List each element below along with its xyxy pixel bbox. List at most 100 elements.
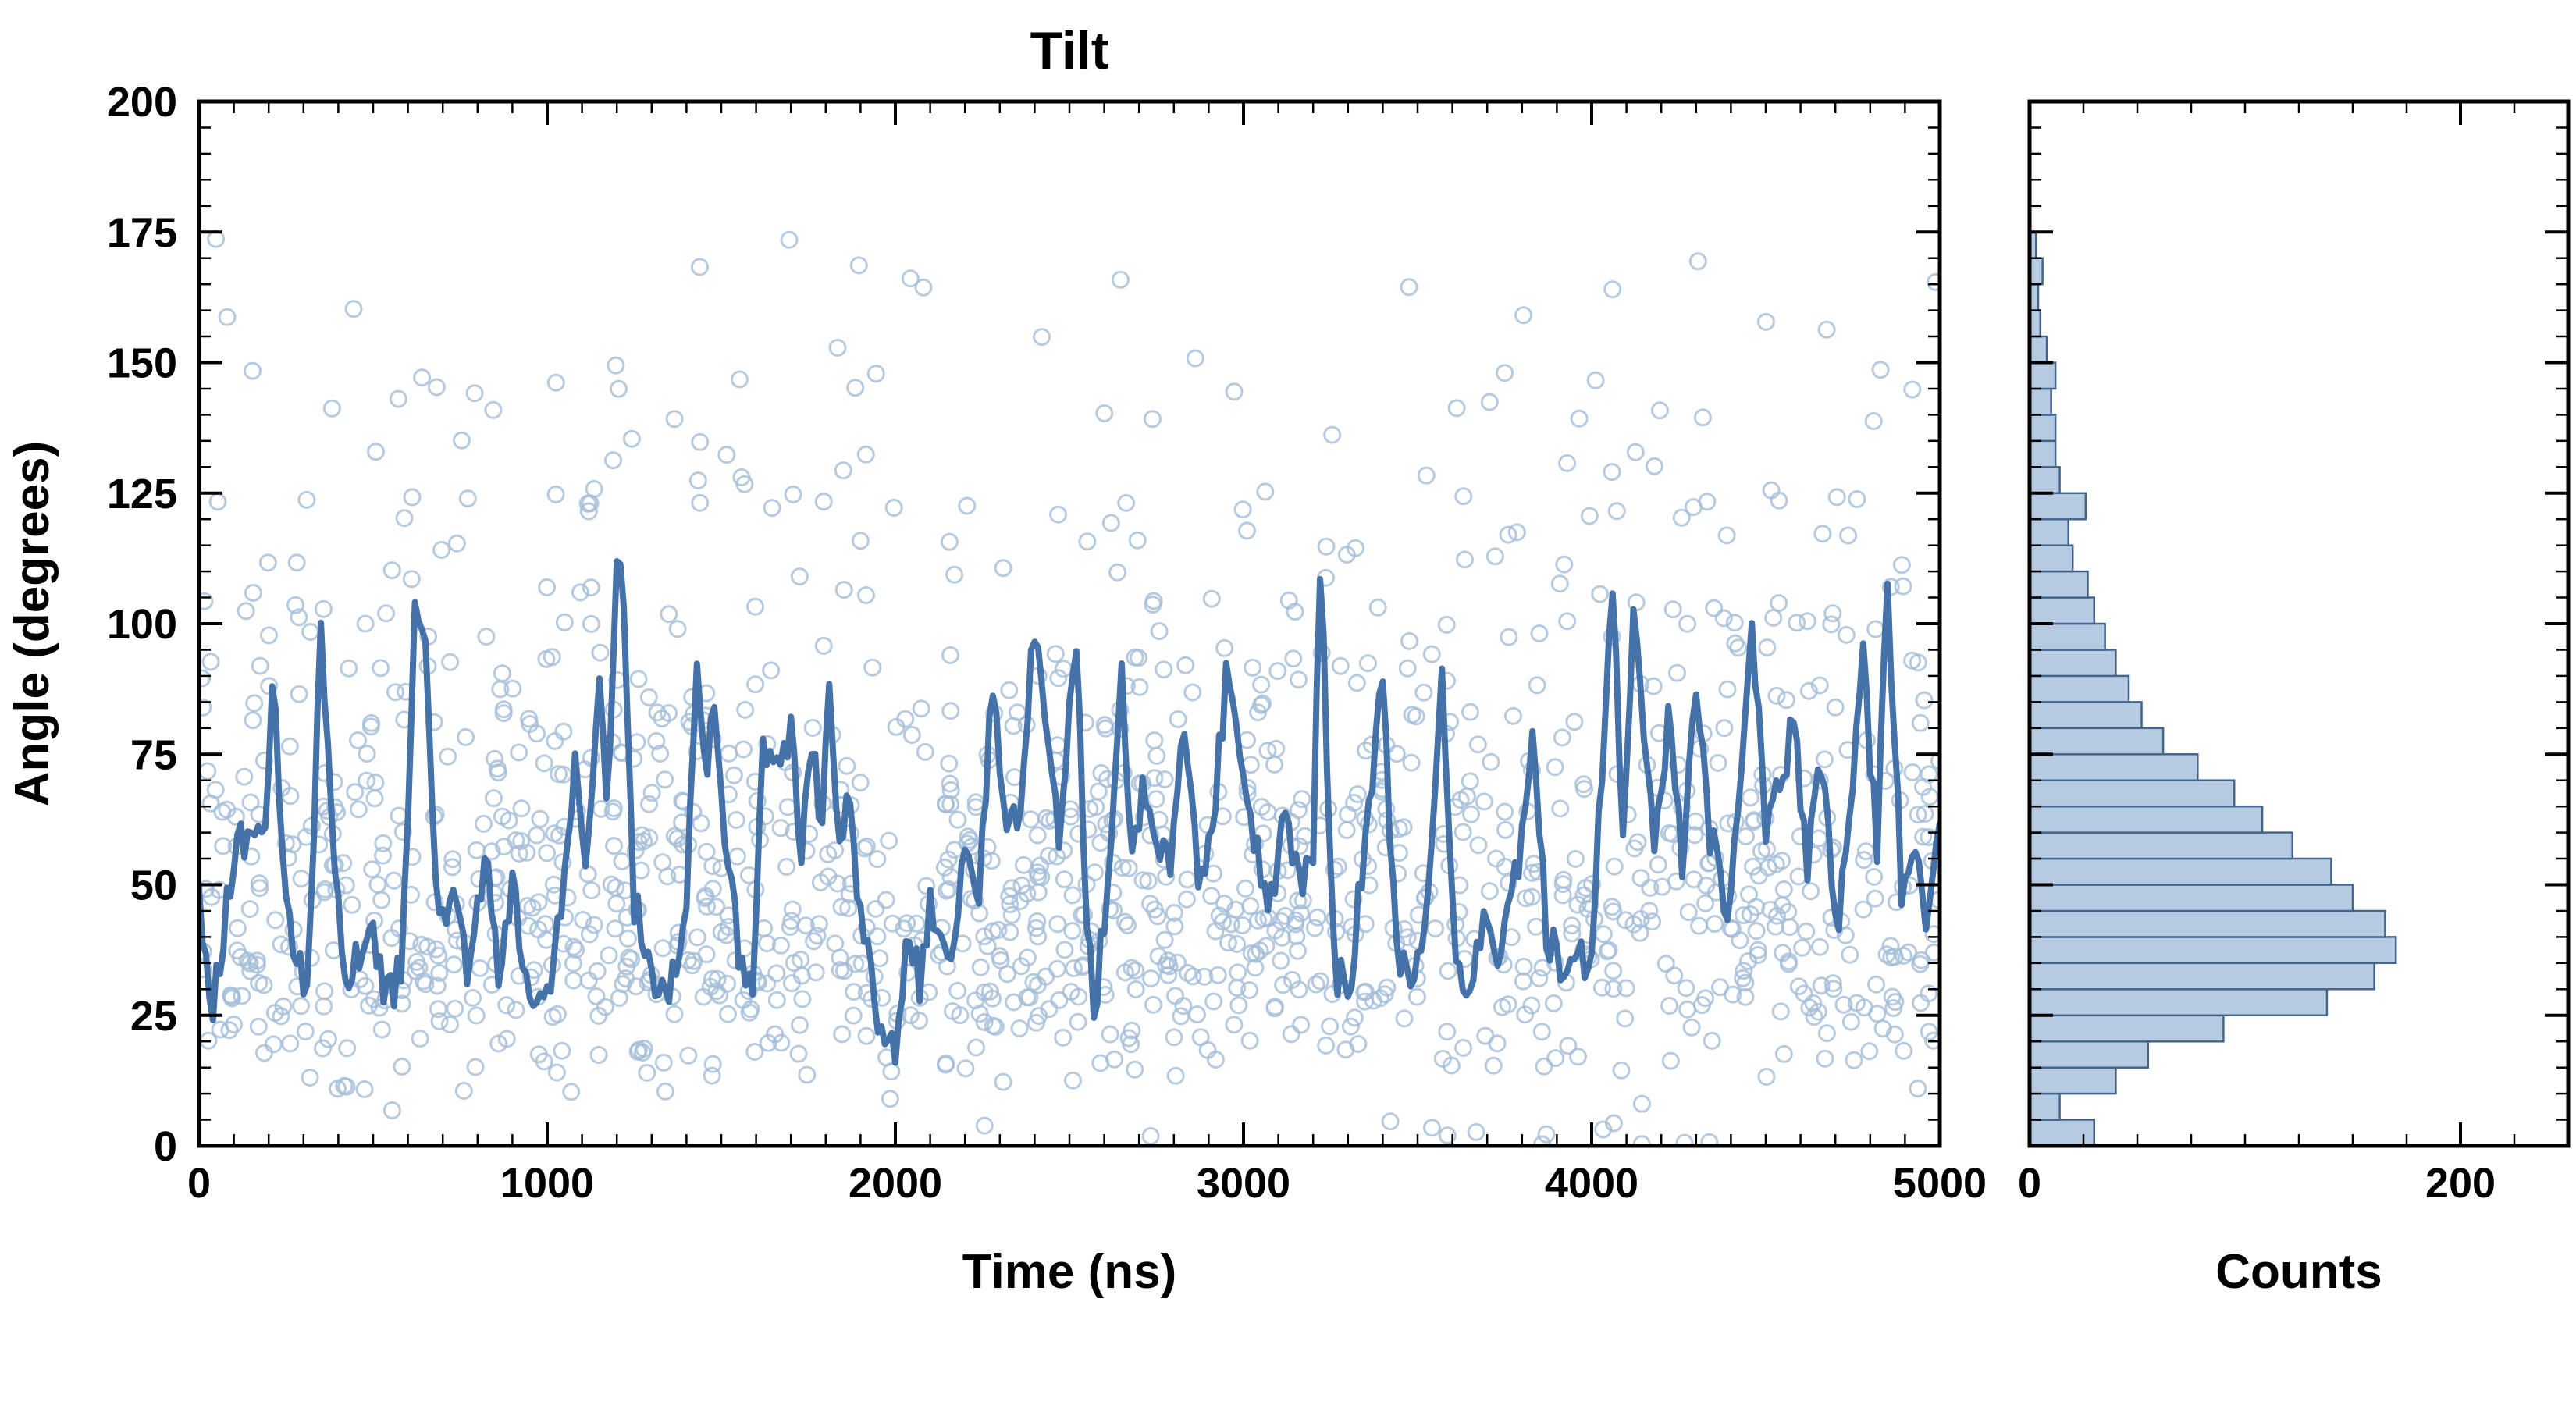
scatter-point: [1530, 624, 1549, 642]
scatter-point: [978, 937, 997, 955]
scatter-point: [1254, 694, 1272, 713]
scatter-point: [767, 964, 786, 983]
scatter-point: [1912, 994, 1930, 1012]
scatter-point: [1423, 1119, 1441, 1137]
scatter-point: [1395, 1009, 1414, 1028]
scatter-point: [314, 1039, 332, 1058]
scatter-point: [1290, 670, 1308, 689]
tick-labels: 0 1000 2000 3000 4000 50000255075100125150175…: [107, 79, 2496, 1207]
scatter-point: [1884, 999, 1903, 1017]
scatter-point: [1741, 905, 1759, 923]
scatter-point: [1438, 1023, 1457, 1041]
scatter-point: [935, 858, 954, 877]
scatter-point: [917, 877, 936, 895]
scatter-point: [620, 948, 639, 967]
scatter-point: [1049, 669, 1068, 688]
scatter-point: [1215, 638, 1234, 657]
scatter-point: [1178, 870, 1197, 889]
scatter-point: [1826, 698, 1845, 717]
scatter-point: [372, 891, 391, 909]
scatter-point: [1734, 906, 1752, 925]
scatter-point: [245, 694, 264, 713]
scatter-point: [1165, 904, 1183, 922]
scatter-point: [1804, 994, 1823, 1012]
scatter-point: [1400, 631, 1418, 650]
scatter-point: [251, 656, 269, 675]
scatter-point: [1368, 598, 1387, 617]
scatter-point: [494, 700, 513, 719]
scatter-point: [1892, 556, 1911, 574]
scatter-point: [1037, 967, 1055, 986]
scatter-point: [1321, 1017, 1340, 1036]
scatter-point: [1244, 658, 1262, 677]
scatter-point: [528, 724, 546, 743]
scatter-point: [1252, 695, 1271, 714]
scatter-point: [564, 954, 582, 973]
running-average-path: [199, 558, 1940, 1066]
histogram-bar: [2030, 909, 2386, 938]
scatter-point: [660, 605, 678, 624]
scatter-point: [1069, 824, 1088, 843]
scatter-point: [1018, 948, 1037, 967]
scatter-point: [1014, 855, 1033, 874]
scatter-point: [1924, 1031, 1940, 1050]
scatter-point: [1451, 791, 1470, 809]
scatter-point: [759, 1033, 777, 1052]
scatter-point: [1202, 589, 1221, 608]
scatter-point: [834, 461, 852, 480]
scatter-point: [1398, 659, 1417, 678]
scatter-point: [1487, 849, 1506, 868]
scatter-point: [365, 789, 384, 808]
scatter-point: [1236, 879, 1254, 898]
scatter-point: [790, 567, 809, 586]
scatter-point: [796, 916, 815, 935]
scatter-point: [984, 922, 1002, 941]
scatter-point: [266, 911, 285, 930]
scatter-point: [1715, 719, 1734, 738]
scatter-point: [1764, 609, 1783, 627]
scatter-point: [959, 827, 977, 846]
scatter-point: [758, 974, 777, 993]
scatter-point: [1456, 550, 1474, 569]
scatter-point: [1551, 799, 1570, 818]
histogram-bars: [2030, 231, 2397, 1146]
histogram-bar: [2030, 727, 2165, 756]
scatter-point: [1911, 713, 1930, 732]
scatter-point: [1467, 1122, 1485, 1141]
scatter-point: [771, 936, 790, 955]
scatter-point: [1661, 1051, 1680, 1070]
scatter-point: [1174, 997, 1193, 1016]
scatter-point: [503, 679, 522, 698]
scatter-point: [1336, 1040, 1355, 1059]
scatter-point: [413, 368, 432, 387]
histogram-bar: [2030, 518, 2069, 546]
scatter-point: [1777, 691, 1795, 710]
scatter-point: [1668, 663, 1686, 682]
scatter-point: [535, 754, 553, 773]
scatter-point: [647, 731, 666, 750]
scatter-point: [1690, 916, 1709, 935]
scatter-point: [1855, 998, 1873, 1017]
scatter-point: [857, 1026, 876, 1045]
scatter-point: [970, 1005, 989, 1023]
histogram-bar: [2030, 1092, 2061, 1121]
scatter-point: [1698, 493, 1717, 511]
scatter-point: [975, 1116, 994, 1135]
scatter-point: [912, 699, 930, 718]
scatter-point: [1914, 827, 1933, 846]
scatter-point: [258, 553, 277, 572]
scatter-point: [588, 962, 607, 980]
scatter-point: [1569, 1048, 1587, 1066]
scatter-point: [292, 997, 310, 1016]
scatter-point: [1575, 780, 1593, 799]
scatter-point: [444, 955, 463, 974]
scatter-point: [1924, 925, 1940, 944]
scatter-point: [1150, 622, 1169, 641]
scatter-point: [1229, 963, 1247, 982]
y-tick-label: 200: [107, 79, 177, 126]
scatter-point: [1592, 978, 1611, 997]
scatter-point: [1265, 999, 1284, 1018]
scatter-point: [1714, 609, 1733, 628]
scatter-point: [1927, 272, 1940, 291]
scatter-point: [555, 613, 574, 631]
